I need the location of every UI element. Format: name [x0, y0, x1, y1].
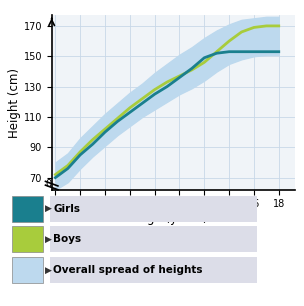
Text: Girls: Girls [53, 204, 80, 214]
Text: ▶: ▶ [45, 235, 52, 244]
Text: ▶: ▶ [45, 266, 52, 274]
Text: 0: 0 [46, 179, 52, 189]
Y-axis label: Height (cm): Height (cm) [8, 68, 21, 137]
Text: Overall spread of heights: Overall spread of heights [53, 265, 203, 275]
Text: ▶: ▶ [45, 204, 52, 213]
X-axis label: Age (years): Age (years) [139, 212, 207, 225]
Text: Boys: Boys [53, 234, 81, 244]
